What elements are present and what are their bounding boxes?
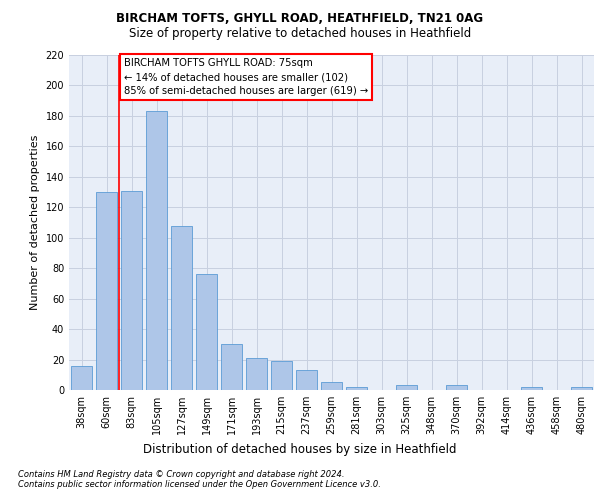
Text: BIRCHAM TOFTS GHYLL ROAD: 75sqm
← 14% of detached houses are smaller (102)
85% o: BIRCHAM TOFTS GHYLL ROAD: 75sqm ← 14% of…	[124, 58, 368, 96]
Text: BIRCHAM TOFTS, GHYLL ROAD, HEATHFIELD, TN21 0AG: BIRCHAM TOFTS, GHYLL ROAD, HEATHFIELD, T…	[116, 12, 484, 26]
Text: Distribution of detached houses by size in Heathfield: Distribution of detached houses by size …	[143, 442, 457, 456]
Bar	[321, 382, 342, 390]
Bar	[121, 190, 142, 390]
Bar	[271, 361, 292, 390]
Bar	[571, 387, 592, 390]
Bar	[171, 226, 192, 390]
Bar	[96, 192, 117, 390]
Text: Contains HM Land Registry data © Crown copyright and database right 2024.: Contains HM Land Registry data © Crown c…	[18, 470, 344, 479]
Text: Contains public sector information licensed under the Open Government Licence v3: Contains public sector information licen…	[18, 480, 381, 489]
Bar	[521, 387, 542, 390]
Bar	[71, 366, 92, 390]
Bar	[221, 344, 242, 390]
Text: Size of property relative to detached houses in Heathfield: Size of property relative to detached ho…	[129, 28, 471, 40]
Bar	[246, 358, 267, 390]
Bar	[146, 112, 167, 390]
Bar	[346, 387, 367, 390]
Bar	[446, 386, 467, 390]
Bar	[196, 274, 217, 390]
Bar	[296, 370, 317, 390]
Y-axis label: Number of detached properties: Number of detached properties	[30, 135, 40, 310]
Bar	[396, 386, 417, 390]
